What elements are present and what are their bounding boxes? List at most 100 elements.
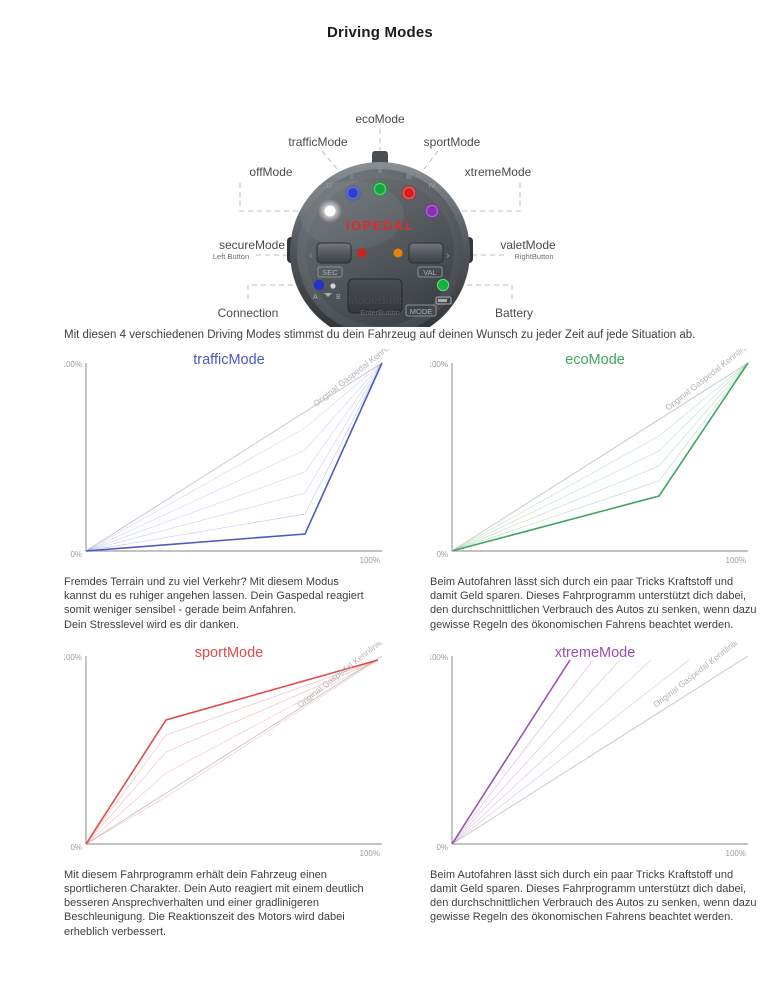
led-xtreme[interactable] — [425, 204, 439, 218]
intro-text: Mit diesen 4 verschiedenen Driving Modes… — [64, 329, 696, 341]
device-callouts: ecoMode trafficMode sportMode offMode xt… — [213, 112, 556, 320]
chart-description-sportmode: Mit diesem Fahrprogramm erhält dein Fahr… — [64, 868, 364, 938]
sec-cap-frame — [317, 266, 343, 278]
y-axis-zero-label: 0% — [436, 550, 448, 559]
chart-svg-xtrememode: 100% 0% 100% Original Gaspedal Kennlinie — [430, 642, 749, 858]
series-trafficmode — [85, 362, 383, 552]
reference-annotation: Original Gaspedal Kennlinie — [311, 349, 394, 409]
led-sport[interactable] — [402, 186, 416, 200]
chart-trafficmode: 100% 0% 100% Original Gaspedal Kennlinie… — [64, 349, 394, 574]
y-axis-zero-label: 0% — [70, 843, 82, 852]
chart-sportmode: 100% 0% 100% Original Gaspedal Kennlinie… — [64, 642, 394, 867]
battery-led — [436, 278, 450, 292]
battery-fill-icon — [438, 299, 447, 302]
secure-led — [357, 248, 367, 258]
val-cap-label: VAL — [423, 268, 437, 277]
device-face — [306, 178, 454, 326]
y-axis-max-label: 100% — [64, 360, 82, 369]
chart-ecomode: 100% 0% 100% Original Gaspedal Kennlinie… — [430, 349, 760, 574]
charts-grid: 100% 0% 100% Original Gaspedal Kennlinie… — [0, 349, 760, 939]
chart-cell-ecomode: 100% 0% 100% Original Gaspedal Kennlinie… — [430, 349, 760, 632]
bt-mark-a: A — [313, 294, 318, 301]
chart-description-trafficmode: Fremdes Terrain und zu viel Verkehr? Mit… — [64, 576, 364, 631]
x-axis-max-label: 100% — [360, 849, 380, 858]
chevron-right-icon: › — [446, 250, 450, 262]
mode-button[interactable] — [347, 278, 403, 314]
callout-secure: secureMode — [219, 238, 285, 252]
chart-cell-trafficmode: 100% 0% 100% Original Gaspedal Kennlinie… — [64, 349, 394, 632]
series-ecomode — [451, 362, 749, 552]
y-axis-max-label: 100% — [430, 653, 448, 662]
secure-button[interactable] — [316, 242, 352, 264]
x-axis-max-label: 100% — [726, 556, 746, 565]
callout-connection: Connection — [218, 306, 279, 320]
axes-xtrememode: 100% 0% 100% — [430, 653, 748, 858]
active-curve — [451, 362, 749, 552]
reference-line — [85, 655, 383, 845]
axes-ecomode: 100% 0% 100% — [430, 360, 748, 565]
device-gloss — [300, 181, 404, 249]
active-curve — [85, 362, 383, 552]
led-mark-off: O — [326, 183, 332, 190]
callout-valet: valetMode — [500, 238, 556, 252]
led-mark-traffic: I — [351, 174, 353, 181]
chart-cell-sportmode: 100% 0% 100% Original Gaspedal Kennlinie… — [64, 642, 394, 939]
device-diagram: O I II III IV IOPEDAL ‹ › SEC VAL — [0, 47, 760, 327]
callout-sport: sportMode — [424, 135, 481, 149]
page-title: Driving Modes — [327, 24, 433, 41]
led-marks: O I II III IV — [326, 168, 435, 190]
device-antenna-nub — [372, 151, 388, 165]
x-axis-max-label: 100% — [360, 556, 380, 565]
chevron-left-icon: ‹ — [309, 250, 313, 262]
led-off[interactable] — [324, 205, 336, 217]
led-mark-eco: II — [378, 168, 382, 175]
bluetooth-icon — [324, 293, 332, 297]
y-axis-zero-label: 0% — [436, 843, 448, 852]
callout-traffic: trafficMode — [288, 135, 347, 149]
active-curve — [451, 659, 571, 845]
brand-logo: IOPEDAL — [346, 218, 414, 233]
chart-description-ecomode: Beim Autofahren lässt sich durch ein paa… — [430, 576, 757, 631]
led-mark-sport: III — [406, 174, 412, 181]
bt-mark-b: B — [336, 294, 341, 301]
reference-annotation: Original Gaspedal Kennlinie — [651, 642, 740, 710]
valet-button[interactable] — [408, 242, 444, 264]
reference-line — [451, 655, 749, 845]
y-axis-max-label: 100% — [64, 653, 82, 662]
device-arrows: ‹ › — [309, 250, 450, 262]
valet-led — [393, 248, 403, 258]
series-xtrememode — [451, 655, 749, 845]
reference-line — [451, 362, 749, 552]
led-traffic[interactable] — [346, 186, 360, 200]
led-mark-xtreme: IV — [429, 183, 436, 190]
callout-eco: ecoMode — [355, 112, 405, 126]
chart-svg-ecomode: 100% 0% 100% Original Gaspedal Kennlinie — [430, 349, 752, 565]
callout-off: offMode — [249, 165, 292, 179]
callout-battery: Battery — [495, 306, 533, 320]
callout-xtreme: xtremeMode — [465, 165, 532, 179]
axes-trafficmode: 100% 0% 100% — [64, 360, 382, 565]
chart-svg-sportmode: 100% 0% 100% Original Gaspedal Kennlinie — [64, 642, 384, 858]
callout-secure-sub: Left Button — [213, 252, 249, 261]
val-cap-frame — [417, 266, 443, 278]
y-axis-zero-label: 0% — [70, 550, 82, 559]
reference-line — [85, 362, 383, 552]
axes-sportmode: 100% 0% 100% — [64, 653, 382, 858]
callout-valet-sub: RightButton — [514, 252, 553, 261]
chart-svg-trafficmode: 100% 0% 100% Original Gaspedal Kennlinie — [64, 349, 394, 565]
led-eco[interactable] — [373, 182, 387, 196]
reference-annotation: Original Gaspedal Kennlinie — [295, 642, 384, 710]
y-axis-max-label: 100% — [430, 360, 448, 369]
connection-secondary-led — [330, 283, 336, 289]
series-sportmode — [85, 655, 383, 845]
mode-cap-frame — [405, 304, 437, 317]
mode-cap-label: MODE — [410, 307, 433, 316]
chart-xtrememode: 100% 0% 100% Original Gaspedal Kennlinie… — [430, 642, 760, 867]
led-cluster — [318, 180, 440, 223]
battery-icon — [435, 296, 452, 305]
chart-description-xtrememode: Beim Autofahren lässt sich durch ein paa… — [430, 868, 757, 924]
x-axis-max-label: 100% — [726, 849, 746, 858]
device-svg: O I II III IV IOPEDAL ‹ › SEC VAL — [213, 112, 556, 327]
chart-cell-xtrememode: 100% 0% 100% Original Gaspedal Kennlinie… — [430, 642, 760, 939]
active-curve — [85, 659, 379, 845]
